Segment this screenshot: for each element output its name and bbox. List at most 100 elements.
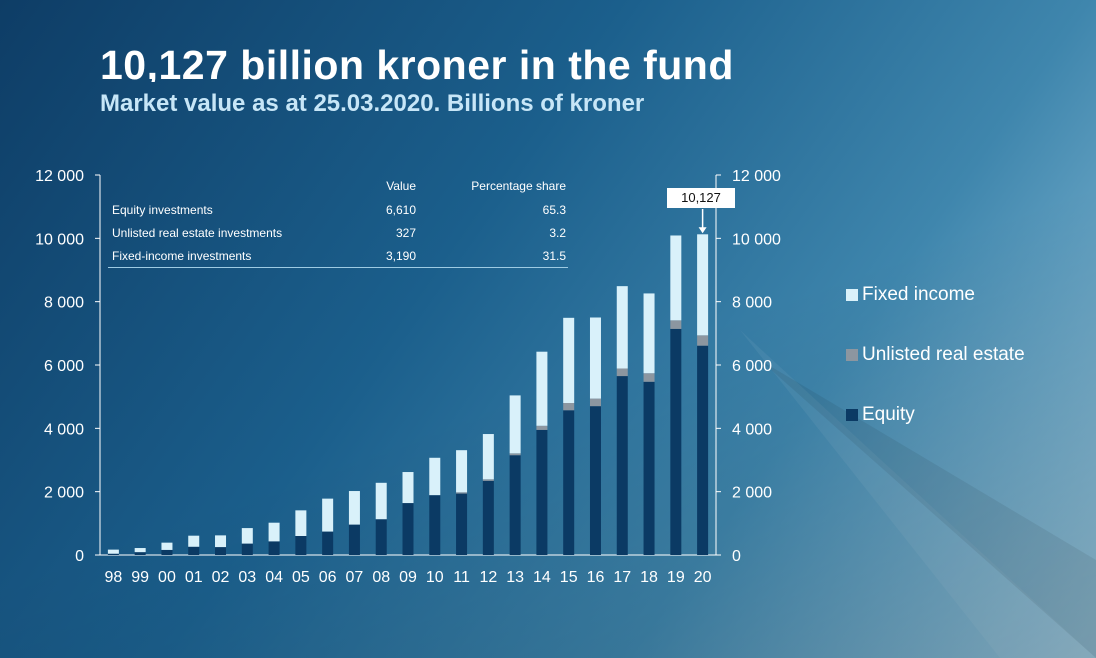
bar-segment-equity bbox=[107, 553, 119, 555]
y-tick-label-left: 8 000 bbox=[44, 295, 84, 312]
table-header-row: Value Percentage share bbox=[108, 174, 568, 198]
legend-label: Equity bbox=[862, 404, 915, 425]
bar-segment-unlisted-real-estate bbox=[589, 398, 601, 407]
x-tick-label: 11 bbox=[453, 569, 470, 586]
bar-segment-fixed-income bbox=[536, 351, 548, 426]
x-tick-label: 08 bbox=[372, 569, 390, 586]
callout-arrowhead bbox=[698, 227, 707, 234]
bar-segment-equity bbox=[643, 381, 655, 555]
bar-segment-unlisted-real-estate bbox=[697, 335, 709, 346]
bar-segment-unlisted-real-estate bbox=[563, 403, 575, 411]
y-tick-label-left: 4 000 bbox=[44, 421, 84, 438]
y-tick-label-right: 12 000 bbox=[732, 168, 781, 185]
bar-segment-equity bbox=[536, 429, 548, 555]
bar-segment-fixed-income bbox=[268, 522, 280, 542]
table-header-cell: Value bbox=[386, 179, 416, 193]
bar-segment-fixed-income bbox=[375, 482, 387, 520]
bar-segment-unlisted-real-estate bbox=[509, 453, 521, 456]
x-tick-label: 13 bbox=[506, 569, 524, 586]
x-tick-label: 03 bbox=[238, 569, 256, 586]
bar-segment-unlisted-real-estate bbox=[670, 320, 682, 329]
x-tick-label: 12 bbox=[479, 569, 497, 586]
x-tick-label: 98 bbox=[104, 569, 122, 586]
y-tick-label-right: 6 000 bbox=[732, 358, 772, 375]
table-header-cell: Percentage share bbox=[471, 179, 566, 193]
summary-table: Value Percentage share Equity investment… bbox=[108, 174, 568, 268]
x-tick-label: 19 bbox=[667, 569, 685, 586]
bar-segment-fixed-income bbox=[161, 542, 173, 550]
bar-segment-fixed-income bbox=[348, 491, 360, 525]
table-cell: Fixed-income investments bbox=[112, 248, 252, 263]
bar-segment-equity bbox=[188, 546, 200, 555]
legend-label: Unlisted real estate bbox=[862, 344, 1025, 365]
bar-segment-equity bbox=[348, 524, 360, 555]
y-tick-label-right: 4 000 bbox=[732, 421, 772, 438]
bar-segment-fixed-income bbox=[589, 317, 601, 399]
x-tick-label: 15 bbox=[560, 569, 578, 586]
y-tick-label-right: 2 000 bbox=[732, 485, 772, 502]
bar-segment-equity bbox=[241, 543, 253, 555]
x-tick-label: 18 bbox=[640, 569, 658, 586]
table-cell: 3,190 bbox=[385, 248, 416, 263]
bar-segment-fixed-income bbox=[643, 293, 655, 374]
y-tick-label-left: 6 000 bbox=[44, 358, 84, 375]
x-tick-label: 16 bbox=[587, 569, 605, 586]
bar-segment-unlisted-real-estate bbox=[536, 425, 548, 430]
bar-segment-equity bbox=[134, 552, 146, 555]
x-tick-label: 20 bbox=[694, 569, 712, 586]
bar-segment-equity bbox=[295, 536, 307, 555]
bar-segment-fixed-income bbox=[670, 235, 682, 321]
bar-segment-equity bbox=[616, 376, 628, 555]
x-tick-label: 00 bbox=[158, 569, 176, 586]
table-cell: Unlisted real estate investments bbox=[112, 225, 283, 240]
table-cell: 31.5 bbox=[542, 248, 566, 263]
y-tick-label-right: 0 bbox=[732, 548, 741, 565]
x-tick-label: 99 bbox=[131, 569, 149, 586]
bar-segment-fixed-income bbox=[241, 528, 253, 544]
table-row: Unlisted real estate investments 327 3.2 bbox=[108, 221, 568, 244]
legend-label: Fixed income bbox=[862, 284, 975, 305]
bar-segment-fixed-income bbox=[107, 549, 119, 554]
x-tick-label: 02 bbox=[212, 569, 230, 586]
bar-segment-fixed-income bbox=[402, 472, 414, 504]
bar-segment-equity bbox=[268, 541, 280, 555]
legend-swatch bbox=[846, 349, 858, 361]
legend-item-unlisted-real-estate: Unlisted real estate bbox=[846, 342, 1025, 368]
bar-segment-equity bbox=[589, 406, 601, 555]
table-cell: 65.3 bbox=[542, 202, 566, 217]
bar-segment-fixed-income bbox=[509, 395, 521, 454]
bar-segment-fixed-income bbox=[616, 286, 628, 369]
bar-segment-equity bbox=[456, 493, 468, 555]
bar-segment-equity bbox=[322, 531, 334, 555]
x-tick-label: 05 bbox=[292, 569, 310, 586]
total-callout: 10,127 bbox=[667, 188, 735, 208]
bar-segment-fixed-income bbox=[215, 535, 227, 548]
bar-segment-equity bbox=[482, 480, 494, 555]
bar-segment-equity bbox=[563, 410, 575, 555]
bar-segment-equity bbox=[161, 549, 173, 555]
bar-segment-unlisted-real-estate bbox=[456, 492, 468, 494]
x-tick-label: 17 bbox=[613, 569, 631, 586]
bar-segment-unlisted-real-estate bbox=[616, 368, 628, 377]
slide-title: 10,127 billion kroner in the fund bbox=[100, 42, 734, 82]
bar-segment-equity bbox=[402, 503, 414, 555]
slide-subtitle: Market value as at 25.03.2020. Billions … bbox=[100, 90, 645, 117]
table-row: Equity investments 6,610 65.3 bbox=[108, 198, 568, 221]
bar-segment-equity bbox=[375, 519, 387, 555]
bar-segment-fixed-income bbox=[295, 510, 307, 536]
legend-swatch bbox=[846, 289, 858, 301]
bar-segment-fixed-income bbox=[188, 535, 200, 547]
bar-segment-unlisted-real-estate bbox=[482, 479, 494, 481]
x-tick-label: 07 bbox=[346, 569, 364, 586]
y-tick-label-left: 0 bbox=[75, 548, 84, 565]
bar-segment-equity bbox=[509, 455, 521, 555]
bar-segment-equity bbox=[429, 495, 441, 555]
bar-segment-unlisted-real-estate bbox=[643, 373, 655, 382]
chart-legend: Fixed income Unlisted real estate Equity bbox=[846, 282, 1025, 462]
table-cell: 327 bbox=[395, 225, 416, 240]
table-cell: Equity investments bbox=[112, 202, 213, 217]
x-tick-label: 09 bbox=[399, 569, 417, 586]
bar-segment-fixed-income bbox=[697, 234, 709, 336]
table-bottom-rule bbox=[108, 267, 568, 268]
